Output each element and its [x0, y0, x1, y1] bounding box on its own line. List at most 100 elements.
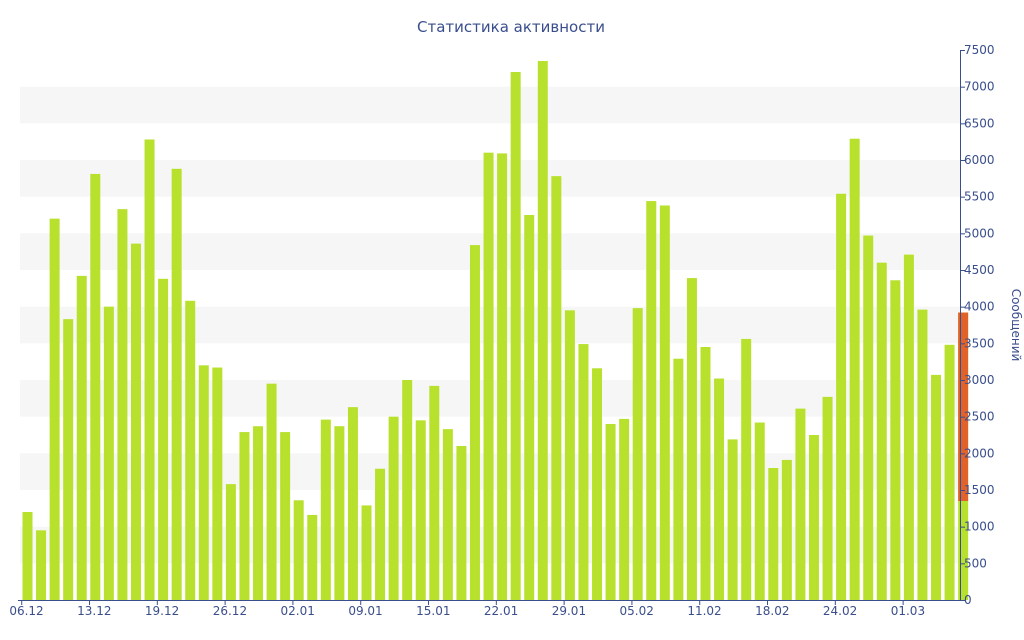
y-tick-label: 4500	[964, 263, 995, 277]
bar	[103, 306, 114, 600]
x-tick-label: 09.01	[348, 604, 382, 618]
bar	[456, 446, 467, 600]
bar	[876, 262, 887, 600]
x-tick-label: 11.02	[687, 604, 721, 618]
x-tick-label: 05.02	[620, 604, 654, 618]
bar	[429, 385, 440, 600]
bar	[673, 358, 684, 600]
bar	[700, 347, 711, 600]
y-tick-label: 500	[964, 556, 987, 570]
bar	[537, 61, 548, 600]
bar	[917, 309, 928, 600]
bar	[863, 235, 874, 601]
bar	[375, 468, 386, 600]
x-tick-label: 13.12	[77, 604, 111, 618]
bar	[130, 243, 141, 600]
bar	[592, 368, 603, 600]
x-tick-label: 02.01	[281, 604, 315, 618]
bar	[551, 176, 562, 600]
bar	[266, 383, 277, 600]
y-tick-label: 1500	[964, 483, 995, 497]
bar	[808, 435, 819, 600]
bar	[944, 344, 955, 600]
x-tick-label: 24.02	[823, 604, 857, 618]
bar	[49, 218, 60, 600]
y-tick-label: 5000	[964, 226, 995, 240]
bar	[90, 173, 101, 600]
y-tick-label: 3000	[964, 373, 995, 387]
bar	[307, 514, 318, 600]
bar	[849, 138, 860, 600]
x-tick-label: 22.01	[484, 604, 518, 618]
y-tick-label: 3500	[964, 336, 995, 350]
bar	[483, 152, 494, 600]
y-tick-label: 7000	[964, 80, 995, 94]
x-tick-label: 06.12	[9, 604, 43, 618]
y-tick-label: 4000	[964, 300, 995, 314]
bar	[36, 530, 47, 600]
y-tick-label: 7500	[964, 43, 995, 57]
bar	[198, 365, 209, 600]
bar	[781, 459, 792, 600]
bar	[741, 338, 752, 600]
grid-band	[20, 86, 960, 124]
bar	[727, 439, 738, 600]
x-tick-label: 19.12	[145, 604, 179, 618]
bar	[63, 319, 74, 600]
x-tick-label: 01.03	[891, 604, 925, 618]
bar	[171, 168, 182, 601]
bar	[144, 139, 155, 600]
bar	[76, 275, 87, 600]
bar	[225, 484, 236, 600]
bar	[890, 280, 901, 600]
bar	[185, 300, 196, 600]
bar	[931, 374, 942, 600]
y-tick-label: 6000	[964, 153, 995, 167]
bar	[714, 378, 725, 600]
bar	[632, 308, 643, 600]
bar	[659, 205, 670, 600]
bar	[117, 209, 128, 600]
bar	[158, 278, 169, 600]
x-tick-label: 26.12	[213, 604, 247, 618]
bar	[686, 278, 697, 600]
y-tick-label: 1000	[964, 520, 995, 534]
bar	[442, 429, 453, 600]
bar	[334, 426, 345, 600]
bar	[415, 420, 426, 600]
bar	[510, 72, 521, 600]
bar	[253, 426, 264, 600]
y-tick-label: 5500	[964, 190, 995, 204]
bar	[836, 193, 847, 600]
bar	[402, 380, 413, 600]
y-axis-label: Сообщений	[1009, 289, 1023, 362]
bar	[320, 419, 331, 600]
bar	[280, 432, 291, 600]
bar	[212, 367, 223, 600]
bar	[619, 418, 630, 600]
bar	[822, 396, 833, 600]
bar	[347, 407, 358, 600]
y-tick-label: 0	[964, 593, 972, 607]
bar	[903, 254, 914, 600]
x-tick-label: 15.01	[416, 604, 450, 618]
y-tick-label: 2000	[964, 446, 995, 460]
bar-highlight	[958, 312, 969, 501]
y-tick-label: 6500	[964, 116, 995, 130]
bar	[524, 215, 535, 600]
bar	[754, 422, 765, 600]
bar	[646, 201, 657, 601]
bar	[768, 468, 779, 600]
bar	[239, 432, 250, 600]
bars-group	[22, 61, 969, 601]
bar	[497, 153, 508, 600]
bar	[469, 245, 480, 601]
axes-group: 0 500 1000 1500 2000 2500 3000 3500 4000 4500 5000…	[9, 43, 994, 618]
bar	[605, 424, 616, 600]
bar	[361, 505, 372, 600]
x-tick-label: 29.01	[552, 604, 586, 618]
bar	[22, 512, 33, 600]
bar	[795, 408, 806, 600]
y-tick-label: 2500	[964, 410, 995, 424]
